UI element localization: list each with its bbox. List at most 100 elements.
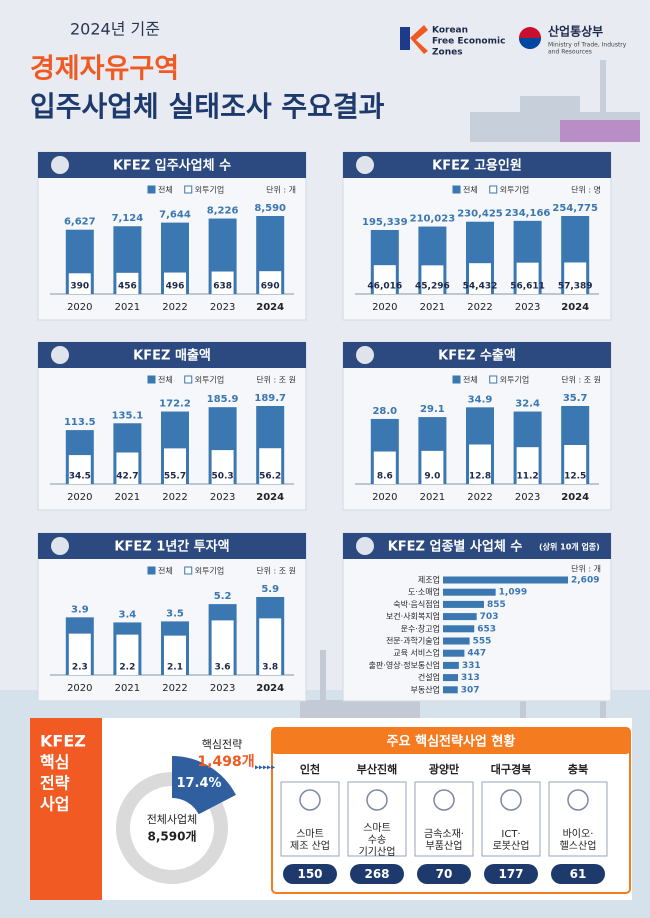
ministry-title: 산업통상부: [548, 24, 603, 39]
value-label: 3.5: [166, 608, 184, 619]
x-tick-label: 2023: [210, 683, 235, 694]
legend-swatch: [489, 185, 498, 194]
count-value: 150: [297, 867, 322, 881]
center-title: 전체사업체: [147, 813, 198, 826]
panel-icon: [356, 346, 374, 364]
bar: [443, 674, 458, 682]
bar: [443, 588, 496, 596]
title-line2: 입주사업체 실태조사 주요결과: [30, 90, 385, 123]
y-tick-label: 보건·사회복지업: [386, 611, 440, 621]
value-label: 11.2: [516, 472, 538, 482]
y-tick-label: 제조업: [418, 576, 440, 585]
value-label: 8,226: [207, 206, 239, 217]
value-label: 456: [118, 282, 137, 292]
panel-title: KFEZ 입주사업체 수: [113, 158, 231, 174]
legend-swatch: [452, 375, 461, 384]
logo-text: Zones: [432, 48, 463, 58]
x-tick-label: 2020: [372, 302, 397, 313]
region-name: 대구경북: [491, 762, 531, 776]
region-name: 인천: [300, 762, 320, 776]
legend-label: 전체: [463, 185, 478, 195]
bar: [116, 272, 139, 294]
value-label: 50.3: [211, 472, 233, 482]
x-tick-label: 2023: [515, 302, 540, 313]
industry-icon: [366, 789, 388, 811]
unit-label: 단위 : 조 원: [256, 375, 296, 385]
x-tick-label: 2022: [162, 492, 187, 503]
value-label: 234,166: [505, 208, 551, 219]
count-value: 268: [364, 867, 389, 881]
x-tick-label: 2023: [210, 302, 235, 313]
bar: [68, 633, 91, 675]
core-side-title: 사업: [40, 795, 69, 814]
value-label: 638: [213, 282, 232, 292]
x-tick-label: 2022: [467, 492, 492, 503]
y-tick-label: 도·소매업: [408, 588, 440, 597]
value-label: 855: [487, 600, 506, 610]
logo-kfez: [400, 25, 428, 54]
unit-label: 단위 : 명: [571, 185, 601, 195]
bar: [443, 613, 477, 621]
value-label: 113.5: [64, 417, 96, 428]
industry-name: 헬스산업: [560, 839, 597, 852]
highlight-value: 1,498개: [197, 754, 254, 770]
panel-icon: [356, 537, 374, 555]
value-label: 56,611: [510, 282, 545, 292]
value-label: 5.2: [214, 591, 232, 602]
legend-label: 전체: [158, 375, 173, 385]
bar: [443, 686, 458, 694]
x-tick-label: 2024: [561, 302, 589, 313]
bar: [421, 450, 444, 484]
bar: [421, 265, 444, 294]
panel-title-bar: [38, 152, 306, 178]
value-label: 230,425: [457, 209, 503, 220]
legend-label: 외투기업: [500, 375, 529, 385]
bar: [516, 447, 539, 484]
value-label: 703: [480, 612, 499, 622]
legend-swatch: [147, 566, 156, 575]
bar: [373, 265, 396, 294]
value-label: 28.0: [372, 406, 397, 417]
region-name: 광양만: [429, 762, 459, 776]
value-label: 447: [467, 649, 486, 659]
value-label: 56.2: [259, 472, 281, 482]
value-label: 254,775: [552, 203, 598, 214]
count-pill: [417, 864, 471, 884]
value-label: 390: [70, 282, 89, 292]
industry-card: [280, 781, 340, 857]
value-label: 172.2: [159, 399, 191, 410]
value-label: 135.1: [112, 410, 144, 421]
value-label: 45,296: [415, 282, 450, 292]
legend-label: 외투기업: [500, 185, 529, 195]
bar: [211, 450, 234, 484]
bar: [443, 637, 470, 645]
legend-label: 외투기업: [195, 375, 224, 385]
count-pill: [350, 864, 404, 884]
value-label: 32.4: [515, 399, 540, 410]
panel-icon: [51, 346, 69, 364]
donut-value-label: 17.4%: [176, 776, 221, 791]
x-tick-label: 2021: [420, 302, 445, 313]
legend-label: 외투기업: [195, 185, 224, 195]
bar: [443, 649, 465, 657]
highlight-title: 핵심전략: [202, 738, 242, 751]
bar: [564, 444, 587, 484]
value-label: 2.3: [72, 663, 88, 673]
count-pill: [283, 864, 337, 884]
bar: [443, 625, 475, 633]
bar: [564, 262, 587, 294]
y-tick-label: 숙박·음식점업: [393, 599, 440, 609]
bar: [164, 635, 186, 675]
x-tick-label: 2021: [115, 302, 140, 313]
value-label: 7,124: [112, 213, 144, 224]
industry-card: [481, 781, 541, 857]
panel-title: KFEZ 1년간 투자액: [114, 539, 229, 555]
x-tick-label: 2020: [67, 492, 92, 503]
industry-card: [414, 781, 474, 857]
core-side-title: 전략: [40, 774, 70, 793]
ministry-sub: Ministry of Trade, Industry: [548, 42, 627, 49]
x-tick-label: 2024: [561, 492, 589, 503]
logo-ministry: [519, 27, 541, 49]
value-label: 5.9: [261, 584, 279, 595]
